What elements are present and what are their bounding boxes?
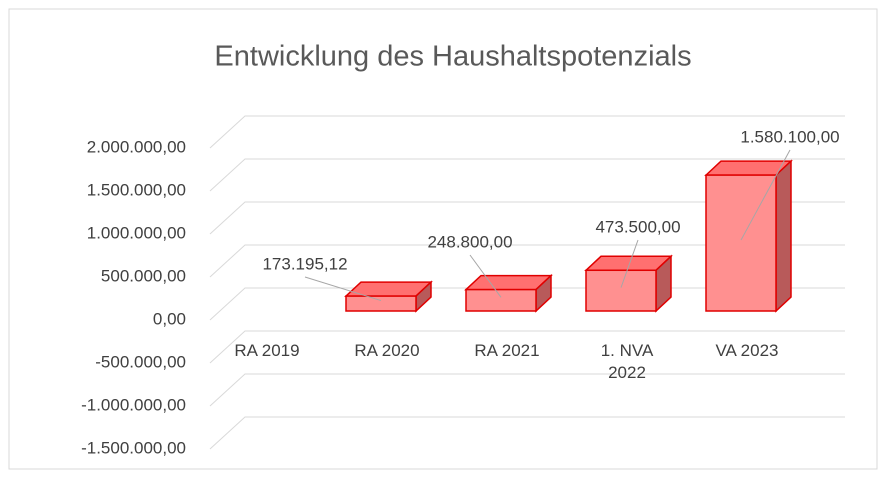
grid-line [209,201,845,235]
leader-line [740,149,791,241]
grid-line [209,115,845,149]
leader-line [620,239,639,288]
y-tick-label: -500.000,00 [95,352,186,371]
data-label: 473.500,00 [595,217,680,236]
grid-line [209,158,845,192]
y-tick-label: -1.500.000,00 [81,438,186,457]
leader-line [304,276,382,302]
y-tick-label: 2.000.000,00 [87,137,186,156]
x-tick-label: RA 2019 [234,341,300,360]
bar [345,295,417,312]
x-tick-label: RA 2021 [474,341,540,360]
data-label: 173.195,12 [262,254,347,273]
grid-line [209,416,845,450]
grid-line [209,373,845,407]
x-tick-label: 1. NVA 2022 [600,341,654,382]
chart-title: Entwicklung des Haushaltspotenzials [214,41,691,73]
y-tick-label: 1.000.000,00 [87,223,186,242]
bar [465,288,537,312]
grid-line [209,330,845,364]
data-label: 1.580.100,00 [740,127,839,146]
data-label: 248.800,00 [427,232,512,251]
y-tick-label: 500.000,00 [101,266,186,285]
y-tick-label: -1.000.000,00 [81,395,186,414]
bar-side [775,159,792,313]
x-tick-label: RA 2020 [354,341,420,360]
grid-line [209,244,845,278]
bar [585,269,657,312]
y-tick-label: 0,00 [153,309,186,328]
leader-line [469,254,502,298]
x-tick-label: VA 2023 [715,341,779,360]
y-tick-label: 1.500.000,00 [87,180,186,199]
